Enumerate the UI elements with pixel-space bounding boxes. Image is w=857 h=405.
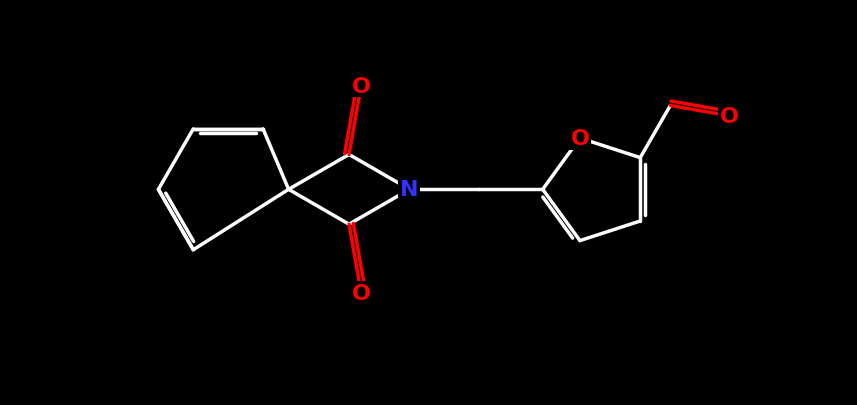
Text: O: O <box>351 283 371 303</box>
Text: O: O <box>720 107 740 127</box>
Text: N: N <box>400 180 419 200</box>
Text: O: O <box>571 129 590 149</box>
Text: O: O <box>351 77 371 96</box>
